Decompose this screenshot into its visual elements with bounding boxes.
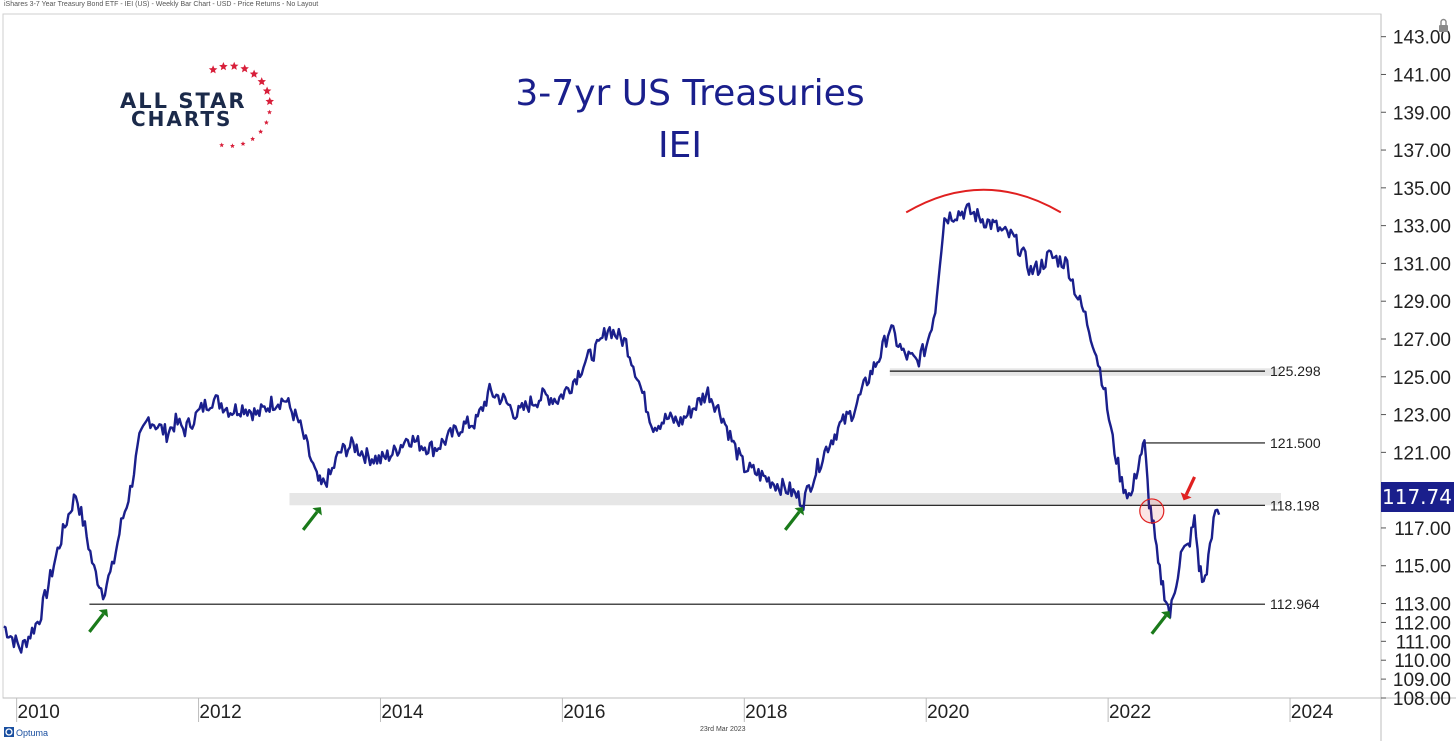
all-star-charts-logo: ALL STAR CHARTS — [120, 61, 274, 148]
up-arrow-1-shaft — [88, 612, 105, 633]
y-tick-label-131.00: 131.00 — [1393, 254, 1451, 275]
last-price-label: 117.74 — [1382, 485, 1452, 509]
optuma-brand-label: Optuma — [16, 728, 48, 738]
logo-star — [262, 86, 272, 95]
logo-line-1: ALL STAR — [120, 89, 247, 113]
up-arrow-4-head — [1161, 611, 1171, 620]
top-arc — [905, 188, 1062, 214]
circle-marker — [1139, 498, 1165, 524]
logo-star — [240, 64, 249, 73]
y-tick-label-111.00: 111.00 — [1396, 632, 1451, 653]
footer-date: 23rd Mar 2023 — [700, 726, 746, 733]
y-tick-label-143.00: 143.00 — [1393, 28, 1451, 49]
lock-icon[interactable] — [1439, 18, 1448, 33]
up-arrow-3-head — [794, 507, 804, 516]
y-tick-label-110.00: 110.00 — [1394, 651, 1451, 672]
chart-title: 3-7yr US Treasuries — [515, 73, 864, 114]
support-band-1 — [289, 492, 1281, 506]
y-tick-label-117.00: 117.00 — [1394, 519, 1451, 540]
logo-star — [208, 65, 218, 74]
y-tick-label-129.00: 129.00 — [1393, 292, 1451, 313]
logo-star — [219, 62, 228, 71]
x-tick-label-2016: 2016 — [563, 702, 605, 723]
logo-star — [250, 136, 256, 142]
y-tick-label-141.00: 141.00 — [1393, 65, 1451, 86]
logo-star-arc — [208, 61, 274, 148]
y-tick-label-127.00: 127.00 — [1393, 330, 1451, 351]
x-tick-label-2018: 2018 — [745, 702, 787, 723]
x-tick-label-2010: 2010 — [18, 702, 60, 723]
y-tick-label-112.00: 112.00 — [1394, 613, 1451, 634]
up-arrow-2-head — [312, 507, 322, 516]
chart-subtitle: IEI — [658, 125, 702, 166]
plot-frame — [2, 13, 1382, 699]
y-tick-label-113.00: 113.00 — [1394, 595, 1451, 616]
logo-star — [230, 143, 235, 148]
level-label-121.500: 121.500 — [1270, 435, 1321, 451]
logo-star — [219, 142, 225, 148]
down-arrow-head — [1180, 492, 1192, 501]
logo-star — [249, 69, 259, 78]
y-tick-label-123.00: 123.00 — [1393, 406, 1451, 427]
support-band-2 — [889, 368, 1281, 376]
y-tick-label-133.00: 133.00 — [1393, 217, 1451, 238]
logo-line-2: CHARTS — [131, 107, 232, 131]
last-price-badge — [1381, 482, 1454, 512]
x-tick-label-2020: 2020 — [927, 702, 969, 723]
y-tick-label-139.00: 139.00 — [1393, 103, 1451, 124]
level-label-125.298: 125.298 — [1270, 363, 1321, 379]
level-label-112.964: 112.964 — [1270, 596, 1320, 612]
up-arrow-4-shaft — [1150, 614, 1168, 635]
x-tick-label-2014: 2014 — [381, 702, 424, 723]
x-tick-label-2024: 2024 — [1291, 702, 1334, 723]
logo-star — [229, 61, 239, 70]
down-arrow-shaft — [1184, 476, 1196, 496]
y-tick-label-135.00: 135.00 — [1393, 179, 1451, 200]
y-tick-label-108.00: 108.00 — [1393, 689, 1451, 710]
y-tick-label-115.00: 115.00 — [1394, 557, 1451, 578]
y-tick-label-109.00: 109.00 — [1393, 670, 1451, 691]
logo-star — [257, 77, 266, 86]
x-tick-label-2022: 2022 — [1109, 702, 1151, 723]
y-tick-label-121.00: 121.00 — [1393, 443, 1451, 464]
price-series-line — [3, 202, 1221, 654]
chart-header-caption: iShares 3-7 Year Treasury Bond ETF - IEI… — [4, 1, 319, 8]
up-arrow-2-shaft — [301, 510, 319, 531]
logo-star — [267, 109, 272, 115]
logo-star — [240, 141, 246, 146]
y-tick-label-137.00: 137.00 — [1393, 141, 1451, 162]
logo-star — [265, 97, 274, 106]
up-arrow-1-head — [98, 609, 109, 618]
optuma-logo: Optuma — [4, 727, 48, 738]
level-label-118.198: 118.198 — [1270, 497, 1320, 513]
x-tick-label-2012: 2012 — [199, 702, 241, 723]
logo-star — [258, 129, 264, 134]
y-tick-label-125.00: 125.00 — [1393, 368, 1451, 389]
up-arrow-3-shaft — [783, 510, 801, 531]
logo-star — [263, 120, 269, 125]
